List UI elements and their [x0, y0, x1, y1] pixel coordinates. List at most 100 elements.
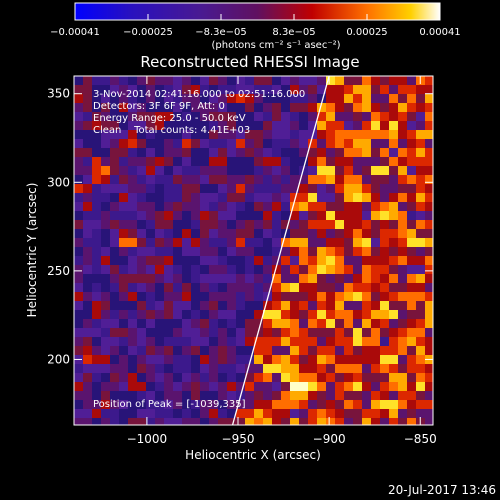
heatmap-cell [290, 112, 299, 121]
heatmap-cell [326, 202, 335, 211]
heatmap-cell [344, 265, 353, 274]
heatmap-cell [371, 139, 380, 148]
heatmap-cell [416, 310, 425, 319]
heatmap-cell [236, 184, 245, 193]
heatmap-cell [209, 337, 218, 346]
heatmap-cell [335, 328, 344, 337]
heatmap-cell [236, 328, 245, 337]
heatmap-cell [416, 103, 425, 112]
heatmap-cell [335, 319, 344, 328]
heatmap-cell [353, 220, 362, 229]
heatmap-cell [326, 220, 335, 229]
heatmap-cell [236, 76, 245, 85]
heatmap-cell [128, 346, 137, 355]
heatmap-cell [416, 265, 425, 274]
heatmap-cell [272, 202, 281, 211]
heatmap-cell [416, 229, 425, 238]
heatmap-cell [92, 346, 101, 355]
heatmap-cell [155, 328, 164, 337]
heatmap-cell [290, 202, 299, 211]
heatmap-cell [299, 391, 308, 400]
heatmap-cell [83, 220, 92, 229]
heatmap-cell [353, 211, 362, 220]
heatmap-cell [299, 319, 308, 328]
heatmap-cell [137, 139, 146, 148]
heatmap-cell [380, 247, 389, 256]
heatmap-cell [128, 166, 137, 175]
heatmap-cell [317, 292, 326, 301]
heatmap-cell [317, 193, 326, 202]
heatmap-cell [425, 292, 433, 301]
heatmap-cell [191, 346, 200, 355]
heatmap-cell [146, 148, 155, 157]
heatmap-cell [119, 202, 128, 211]
heatmap-cell [335, 409, 344, 418]
heatmap-cell [191, 211, 200, 220]
heatmap-cell [137, 292, 146, 301]
heatmap-cell [101, 193, 110, 202]
heatmap-cell [263, 229, 272, 238]
heatmap-cell [407, 382, 416, 391]
heatmap-cell [209, 409, 218, 418]
heatmap-cell [425, 130, 433, 139]
heatmap-cell [272, 94, 281, 103]
heatmap-cell [263, 346, 272, 355]
heatmap-cell [236, 292, 245, 301]
heatmap-cell [83, 409, 92, 418]
heatmap-cell [326, 382, 335, 391]
heatmap-cell [209, 265, 218, 274]
heatmap-cell [290, 382, 299, 391]
heatmap-cell [164, 265, 173, 274]
heatmap-cell [155, 292, 164, 301]
heatmap-cell [146, 94, 155, 103]
heatmap-cell [389, 409, 398, 418]
heatmap-cell [209, 175, 218, 184]
heatmap-cell [92, 391, 101, 400]
heatmap-cell [281, 121, 290, 130]
heatmap-cell [389, 103, 398, 112]
heatmap-cell [92, 166, 101, 175]
heatmap-cell [353, 130, 362, 139]
heatmap-cell [272, 184, 281, 193]
heatmap-cell [146, 337, 155, 346]
heatmap-cell [416, 328, 425, 337]
heatmap-cell [137, 157, 146, 166]
heatmap-cell [227, 310, 236, 319]
heatmap-cell [290, 292, 299, 301]
heatmap-cell [317, 157, 326, 166]
heatmap-cell [200, 400, 209, 409]
heatmap-cell [299, 238, 308, 247]
heatmap-cell [137, 220, 146, 229]
heatmap-cell [101, 355, 110, 364]
heatmap-cell [263, 139, 272, 148]
heatmap-cell [407, 229, 416, 238]
heatmap-cell [155, 409, 164, 418]
heatmap-cell [191, 256, 200, 265]
heatmap-cell [200, 337, 209, 346]
heatmap-cell [74, 292, 83, 301]
heatmap-cell [119, 409, 128, 418]
heatmap-cell [299, 301, 308, 310]
heatmap-cell [164, 94, 173, 103]
heatmap-cell [155, 193, 164, 202]
heatmap-cell [254, 85, 263, 94]
heatmap-cell [389, 247, 398, 256]
heatmap-cell [200, 94, 209, 103]
heatmap-cell [353, 337, 362, 346]
heatmap-cell [380, 139, 389, 148]
heatmap-cell [74, 256, 83, 265]
heatmap-cell [398, 256, 407, 265]
heatmap-cell [335, 229, 344, 238]
heatmap-cell [344, 76, 353, 85]
heatmap-cell [416, 319, 425, 328]
heatmap-cell [353, 283, 362, 292]
heatmap-cell [254, 256, 263, 265]
heatmap-cell [155, 238, 164, 247]
heatmap-cell [182, 310, 191, 319]
heatmap-cell [398, 139, 407, 148]
heatmap-cell [74, 391, 83, 400]
heatmap-cell [263, 148, 272, 157]
heatmap-cell [326, 328, 335, 337]
heatmap-cell [326, 400, 335, 409]
heatmap-cell [281, 310, 290, 319]
